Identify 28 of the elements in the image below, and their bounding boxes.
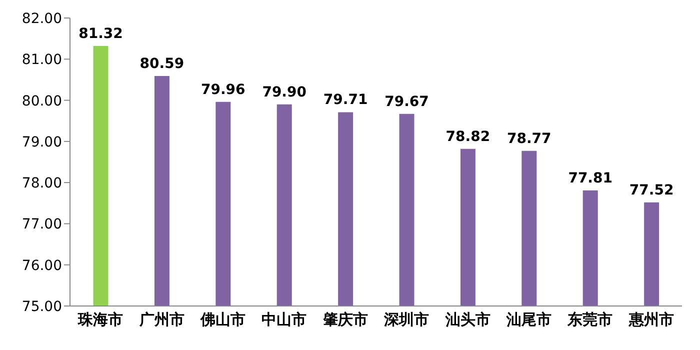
y-tick-label: 82.00 — [22, 10, 62, 27]
y-tick-label: 77.00 — [22, 216, 62, 233]
data-label: 78.82 — [446, 128, 490, 145]
data-label: 77.52 — [629, 182, 674, 198]
x-tick-label: 汕头市 — [444, 310, 490, 329]
x-tick-label: 佛山市 — [200, 310, 246, 329]
x-tick-label: 肇庆市 — [322, 310, 368, 329]
x-tick-label: 中山市 — [262, 310, 307, 329]
x-tick-label: 汕尾市 — [506, 310, 552, 329]
data-label: 79.67 — [384, 94, 429, 110]
x-tick-label: 珠海市 — [77, 310, 124, 329]
y-tick-label: 80.00 — [22, 93, 62, 110]
y-tick-label: 75.00 — [22, 298, 62, 315]
x-tick-label: 惠州市 — [628, 310, 674, 329]
y-tick-label: 81.00 — [22, 52, 62, 68]
data-label: 79.71 — [323, 92, 368, 108]
data-label: 78.77 — [507, 130, 552, 147]
data-label: 79.90 — [262, 84, 307, 100]
x-tick-label: 广州市 — [138, 310, 184, 329]
data-label: 81.32 — [78, 26, 123, 42]
y-tick-label: 78.00 — [22, 176, 62, 192]
y-tick-label: 76.00 — [22, 258, 62, 274]
y-tick-label: 79.00 — [22, 134, 62, 150]
data-label: 77.81 — [568, 170, 613, 186]
data-label: 79.96 — [201, 82, 246, 98]
x-tick-label: 东莞市 — [566, 310, 613, 329]
data-label: 80.59 — [140, 56, 184, 72]
x-tick-label: 深圳市 — [383, 310, 430, 329]
